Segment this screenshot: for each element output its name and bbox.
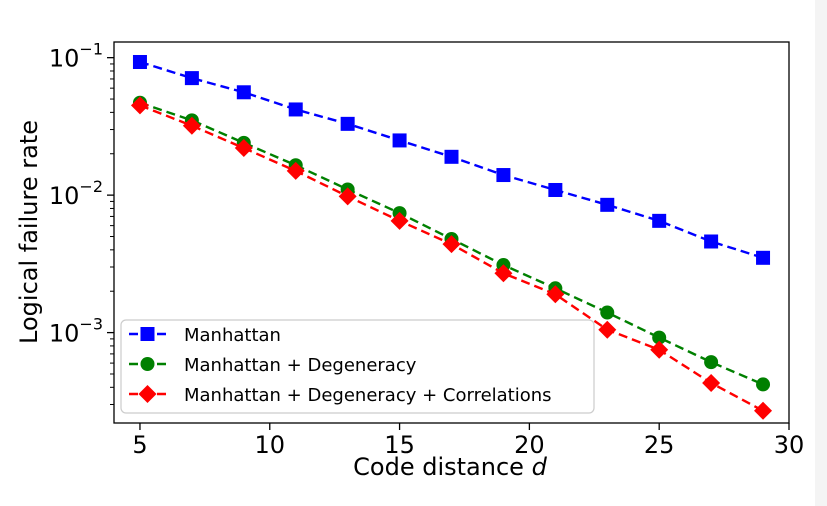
data-point: [442, 235, 461, 254]
legend-item: Manhattan: [129, 325, 281, 346]
legend-marker: [138, 385, 157, 403]
data-point: [494, 264, 513, 283]
data-point: [754, 401, 773, 420]
legend-box: [120, 319, 595, 414]
data-point: [704, 234, 719, 249]
x-tick-label: 10: [254, 431, 285, 459]
legend: Manhattan Manhattan + Degeneracy Manhattan…: [120, 319, 595, 414]
data-point: [182, 116, 201, 135]
data-point: [132, 54, 147, 69]
data-point: [598, 320, 617, 339]
data-point: [234, 139, 253, 158]
data-point: [704, 355, 719, 370]
data-point: [390, 211, 409, 230]
data-point: [652, 330, 667, 345]
legend-label: Manhattan: [184, 325, 281, 346]
y-axis-label: Logical failure rate: [15, 120, 43, 344]
data-point: [444, 149, 459, 164]
x-tick-label: 20: [514, 431, 545, 459]
x-tick-label: 25: [644, 431, 675, 459]
legend-label: Manhattan + Degeneracy + Correlations: [184, 385, 552, 406]
legend-marker: [140, 327, 155, 341]
x-tick-label: 15: [384, 431, 415, 459]
series-1: [132, 54, 771, 265]
data-point: [392, 133, 407, 148]
data-point: [756, 377, 771, 392]
data-point: [702, 373, 721, 392]
data-point: [184, 71, 199, 86]
series-layer: [130, 54, 773, 420]
legend-marker: [140, 357, 155, 371]
data-point: [340, 116, 355, 131]
data-point: [236, 85, 251, 100]
x-axis-label: Code distance d: [353, 453, 547, 481]
data-point: [130, 96, 149, 115]
data-point: [756, 250, 771, 265]
data-point: [600, 197, 615, 212]
y-tick-label: 10−3: [49, 315, 103, 348]
y-tick-label: 10−1: [49, 40, 103, 73]
y-tick-label: 10−2: [49, 177, 103, 210]
data-point: [338, 187, 357, 206]
x-axis-variable: d: [532, 453, 548, 481]
series-3: [130, 96, 773, 420]
legend-label: Manhattan + Degeneracy: [184, 355, 417, 376]
data-point: [286, 161, 305, 180]
x-axis-label-text: Code distance: [353, 453, 524, 481]
data-point: [546, 285, 565, 304]
data-point: [288, 102, 303, 117]
x-tick-label: 5: [132, 431, 147, 459]
data-point: [600, 305, 615, 320]
axis-ticks: 5 10 15 20 25 30 10−3 10−2 10−1: [49, 40, 804, 459]
data-point: [548, 182, 563, 197]
window-edge: [815, 0, 827, 506]
x-tick-label: 30: [774, 431, 805, 459]
data-point: [652, 213, 667, 228]
legend-item: Manhattan + Degeneracy + Correlations: [129, 385, 552, 406]
legend-item: Manhattan + Degeneracy: [129, 355, 417, 376]
data-point: [496, 168, 511, 183]
data-point: [650, 340, 669, 359]
